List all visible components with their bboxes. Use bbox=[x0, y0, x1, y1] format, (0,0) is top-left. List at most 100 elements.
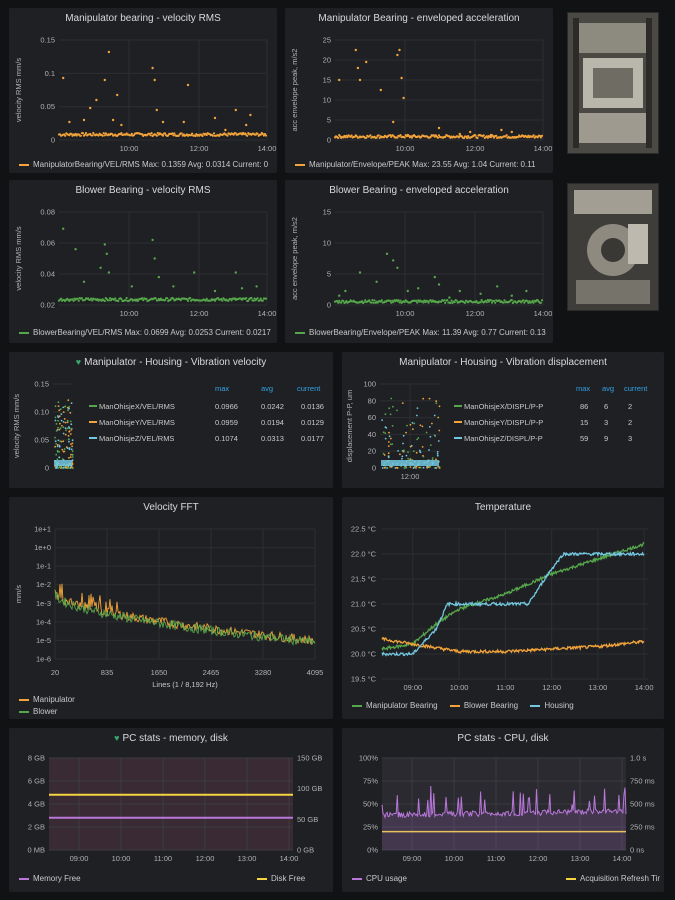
series-swatch bbox=[89, 405, 97, 407]
data-point bbox=[411, 422, 414, 424]
data-point bbox=[151, 66, 154, 70]
data-point bbox=[375, 280, 378, 283]
series-name[interactable]: ManOhisjeY/DISPL/P-P bbox=[464, 418, 544, 427]
panel-velocity-fft: Velocity FFT 1e+1 1e+0 1e-1 1e-2 1e-3 1e-4 1e-… bbox=[9, 497, 333, 719]
data-point bbox=[58, 450, 61, 453]
series-max-value: 15 bbox=[580, 418, 589, 427]
x-tick-label: 10:00 bbox=[445, 854, 464, 863]
chart-blower-envelope[interactable]: 15 10 5 0 10:00 12:00 14:00 acc envelope peak, … bbox=[285, 180, 553, 343]
y-tick-label: 0.05 bbox=[40, 102, 55, 111]
data-point bbox=[525, 289, 528, 293]
y-tick-label: 0.06 bbox=[40, 239, 55, 248]
data-point bbox=[369, 134, 372, 137]
y-tick-label: 0.1 bbox=[45, 69, 55, 78]
legend-cpu-usage: CPU usage bbox=[366, 874, 407, 883]
chart-housing-displacement[interactable]: 100 80 60 40 20 0 12:00 displacement P-P, um bbox=[342, 352, 664, 488]
data-point bbox=[415, 467, 417, 469]
data-point bbox=[70, 453, 72, 456]
data-point bbox=[372, 301, 375, 304]
data-point bbox=[54, 416, 57, 419]
data-point bbox=[340, 301, 343, 304]
chart-blower-velocity-rms[interactable]: 0.08 0.06 0.04 0.02 10:00 12:00 14:00 velocity … bbox=[9, 180, 277, 343]
series-name[interactable]: ManOhisjeZ/VEL/RMS bbox=[99, 434, 175, 443]
data-point bbox=[117, 299, 120, 303]
y-tick-label: 1e+1 bbox=[34, 525, 51, 534]
data-point bbox=[82, 280, 86, 283]
data-point bbox=[67, 399, 70, 402]
data-point bbox=[448, 296, 451, 299]
data-point bbox=[407, 457, 409, 460]
data-point bbox=[400, 76, 403, 80]
data-point bbox=[381, 467, 384, 469]
data-point bbox=[218, 134, 221, 137]
series-cur-value: 0.0177 bbox=[301, 434, 324, 443]
chart-manipulator-envelope[interactable]: 25 20 15 10 5 0 10:00 12:00 14:00 acc envelope pe… bbox=[285, 8, 553, 173]
data-point bbox=[433, 275, 436, 279]
data-point bbox=[71, 466, 74, 469]
x-tick-label: 14:00 bbox=[258, 144, 277, 153]
data-point bbox=[191, 132, 194, 135]
data-point bbox=[155, 134, 158, 137]
y-tick-label: 0.15 bbox=[34, 380, 49, 389]
data-point bbox=[221, 299, 224, 302]
y-tick-label: 1e-6 bbox=[36, 655, 51, 664]
data-point bbox=[527, 301, 530, 304]
chart-manipulator-velocity-rms[interactable]: 0.15 0.1 0.05 0 10:00 12:00 14:00 velocity RMS … bbox=[9, 8, 277, 173]
data-point bbox=[60, 413, 63, 415]
data-point bbox=[59, 422, 61, 425]
series-name[interactable]: ManOhisjeZ/DISPL/P-P bbox=[464, 434, 543, 443]
col-max: max bbox=[576, 384, 591, 393]
y-tick-label: 25 bbox=[323, 36, 331, 45]
data-point bbox=[264, 297, 268, 300]
series-name[interactable]: ManOhisjeY/VEL/RMS bbox=[99, 418, 175, 427]
data-point bbox=[486, 298, 489, 302]
chart-temperature[interactable]: 22.5 °C 22.0 °C 21.5 °C 21.0 °C 20.5 °C 20.0 … bbox=[342, 497, 664, 719]
data-point bbox=[54, 467, 57, 469]
data-point bbox=[161, 134, 165, 137]
panel-temperature: Temperature 22.5 °C 22.0 °C 21.5 °C 21.0 °C… bbox=[342, 497, 664, 719]
chart-pc-memory-disk[interactable]: 8 GB 6 GB 4 GB 2 GB 0 MB 150 GB 100 GB 50 GB 0 G… bbox=[9, 728, 333, 892]
data-point bbox=[412, 467, 415, 469]
data-point bbox=[510, 299, 513, 302]
data-point bbox=[392, 405, 394, 408]
data-point bbox=[402, 96, 405, 100]
data-point bbox=[401, 455, 404, 458]
data-point bbox=[91, 299, 94, 302]
data-point bbox=[387, 455, 390, 458]
y-axis-label: acc envelope peak, m/s2 bbox=[290, 49, 299, 132]
data-point bbox=[437, 440, 440, 442]
data-point bbox=[384, 437, 387, 440]
series-name[interactable]: ManOhisjeX/DISPL/P-P bbox=[464, 402, 544, 411]
data-point bbox=[54, 436, 56, 439]
data-point bbox=[358, 78, 362, 82]
panel-title-text: PC stats - memory, disk bbox=[122, 733, 228, 744]
data-point bbox=[338, 299, 341, 302]
series-name[interactable]: ManOhisjeX/VEL/RMS bbox=[99, 402, 175, 411]
legend-table: max avg current ManOhisjeX/DISPL/P-P 86 6 2… bbox=[454, 384, 662, 444]
chart-housing-velocity[interactable]: 0.15 0.10 0.05 0 velocity RMS mm/s bbox=[9, 352, 333, 488]
series-swatch bbox=[454, 421, 462, 423]
data-point bbox=[429, 435, 432, 438]
data-point bbox=[58, 466, 61, 469]
data-point bbox=[399, 299, 402, 302]
data-point bbox=[385, 252, 389, 255]
chart-velocity-fft[interactable]: 1e+1 1e+0 1e-1 1e-2 1e-3 1e-4 1e-5 1e-6 mm/s 20 83… bbox=[9, 497, 333, 719]
data-point bbox=[490, 301, 494, 304]
data-point bbox=[386, 467, 389, 469]
data-point bbox=[62, 76, 65, 80]
data-point bbox=[71, 459, 74, 461]
data-point bbox=[69, 412, 72, 414]
chart-pc-cpu-disk[interactable]: 100% 75% 50% 25% 0% 1.0 s 750 ms 500 ms 250 ms 0 … bbox=[342, 728, 664, 892]
data-point bbox=[444, 301, 447, 304]
data-point bbox=[77, 299, 80, 302]
data-point bbox=[485, 301, 488, 304]
series-swatch bbox=[89, 421, 97, 423]
col-current: current bbox=[624, 384, 648, 393]
data-point bbox=[498, 299, 501, 302]
series-max-value: 0.1074 bbox=[215, 434, 238, 443]
y-tick-label: 19.5 °C bbox=[351, 675, 377, 684]
y-axis-label: mm/s bbox=[14, 585, 23, 604]
data-point bbox=[384, 432, 387, 434]
y-tick-label: 60 bbox=[368, 413, 376, 422]
data-point bbox=[467, 135, 470, 138]
